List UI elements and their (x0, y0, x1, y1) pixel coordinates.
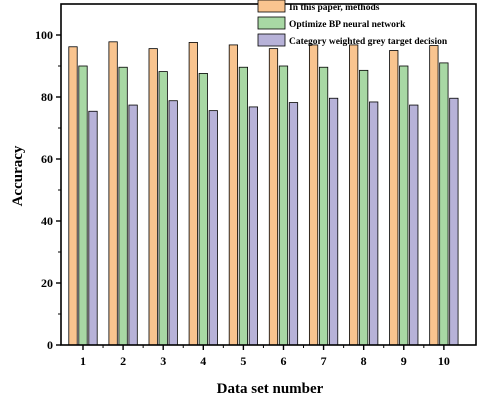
y-axis-title: Accuracy (10, 145, 26, 206)
bar-series2-set7 (318, 66, 329, 346)
bar-series2-set1 (78, 65, 88, 346)
bar-series1-set8 (349, 44, 359, 346)
legend-label-series2: Optimize BP neural network (289, 20, 406, 30)
bar-series2-set10 (439, 62, 449, 346)
bar-series2-set9 (399, 65, 409, 346)
x-tick-label: 5 (240, 354, 246, 368)
bar-series3-set3 (168, 100, 178, 346)
x-tick-label: 4 (200, 354, 206, 368)
x-tick-label: 2 (120, 354, 126, 368)
legend-swatch-series3 (257, 33, 286, 47)
bars-layer (68, 41, 459, 346)
y-tick-label: 60 (41, 152, 53, 166)
bar-series3-set6 (288, 102, 299, 346)
ticks-layer: 0 20 40 60 80 100 1 2 3 4 5 6 7 8 9 10 (35, 28, 450, 368)
x-tick-label: 9 (401, 354, 407, 368)
legend-swatch-series1 (257, 0, 286, 13)
bar-series2-set6 (278, 65, 289, 346)
y-tick-label: 100 (35, 28, 53, 42)
bar-series3-set8 (369, 101, 379, 346)
bar-series2-set5 (238, 66, 248, 346)
bar-series1-set4 (188, 42, 198, 346)
bar-series3-set4 (208, 110, 218, 346)
bar-series1-set9 (389, 50, 399, 346)
x-tick-label: 3 (160, 354, 166, 368)
bar-series3-set7 (328, 97, 339, 346)
x-tick-label: 8 (361, 354, 367, 368)
bar-series1-set3 (148, 48, 158, 346)
x-tick-label: 6 (280, 354, 286, 368)
y-tick-label: 80 (41, 90, 53, 104)
bar-series2-set2 (118, 66, 128, 346)
x-tick-label: 1 (80, 354, 86, 368)
legend-label-series1: In this paper, methods (289, 3, 380, 13)
bar-series3-set2 (128, 104, 138, 346)
x-tick-label: 10 (438, 354, 450, 368)
bar-series1-set7 (308, 44, 319, 346)
bar-series3-set5 (248, 106, 258, 346)
bar-series1-set10 (429, 45, 439, 346)
y-tick-label: 40 (41, 214, 53, 228)
bar-series2-set8 (359, 69, 369, 346)
x-tick-label: 7 (321, 354, 327, 368)
y-tick-label: 0 (47, 338, 53, 352)
x-axis-title: Data set number (217, 381, 324, 397)
bar-series2-set3 (158, 71, 168, 346)
bar-series1-set2 (108, 41, 118, 346)
bar-series3-set9 (409, 104, 419, 346)
legend: In this paper, methods Optimize BP neural… (257, 0, 448, 47)
bar-series1-set1 (68, 46, 78, 346)
legend-swatch-series2 (257, 16, 286, 30)
bar-series3-set10 (449, 97, 459, 346)
bar-series1-set5 (228, 44, 238, 346)
y-tick-label: 20 (41, 276, 53, 290)
bar-series2-set4 (198, 73, 208, 346)
bar-series1-set6 (268, 48, 279, 346)
legend-label-series3: Category weighted grey target decision (289, 37, 448, 47)
bar-series3-set1 (88, 110, 98, 346)
